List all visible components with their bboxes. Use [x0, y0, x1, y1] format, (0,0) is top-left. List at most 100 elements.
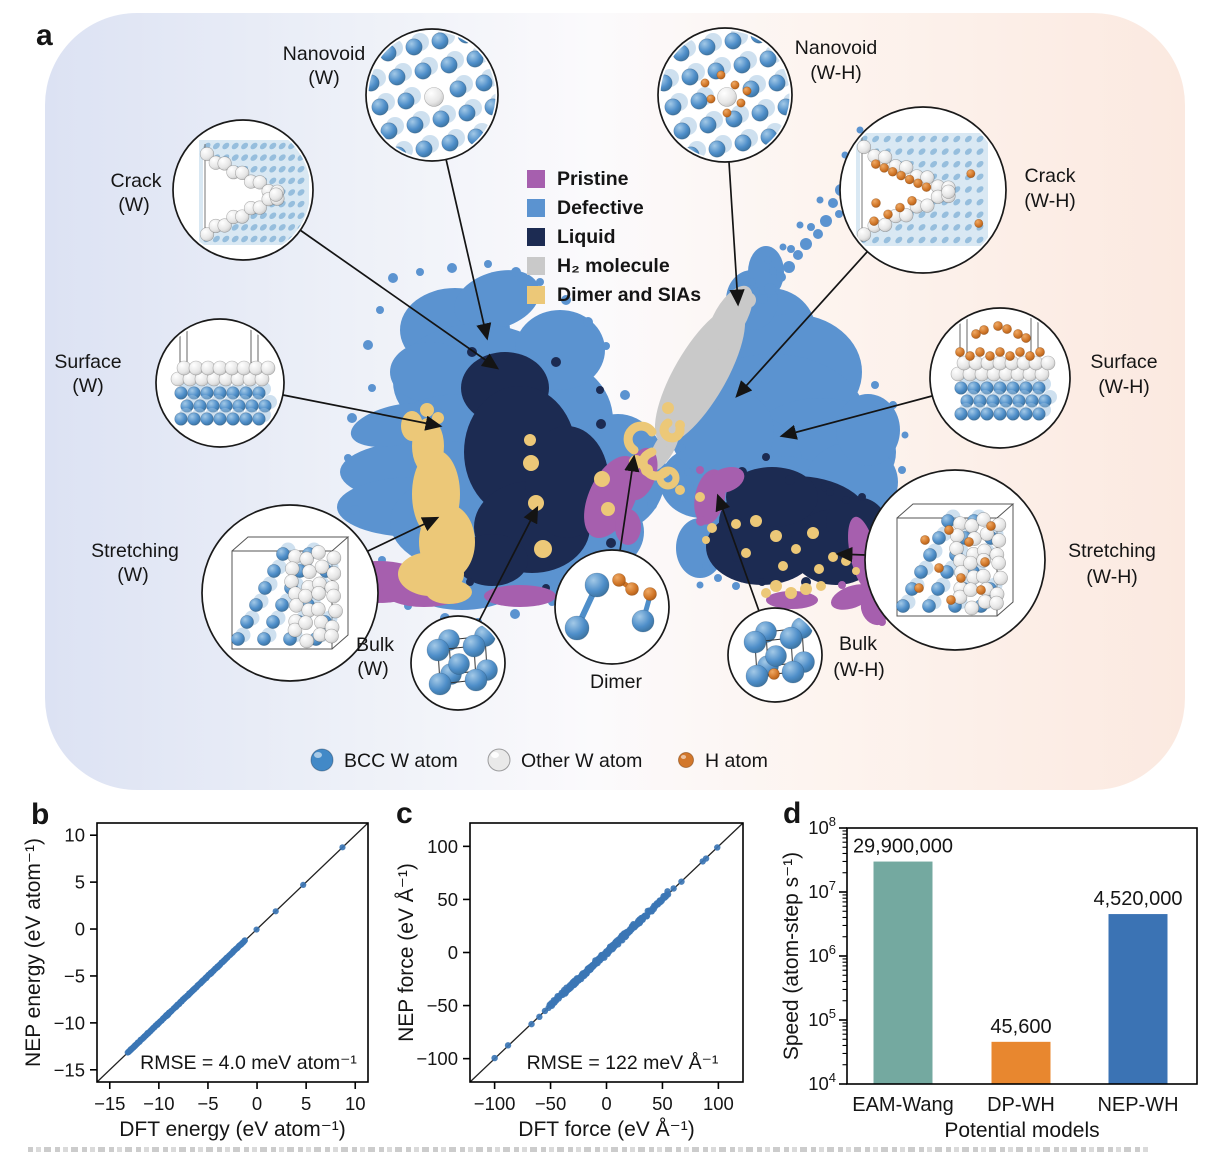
bcc-w-atom-icon	[310, 748, 334, 772]
panel-c-letter: c	[396, 797, 413, 830]
label-bulk-w-1: Bulk	[356, 634, 394, 656]
svg-text:5: 5	[75, 872, 85, 893]
callout-crack-wh-inset	[856, 133, 988, 246]
label-stretching-wh-2: (W-H)	[1086, 566, 1138, 588]
svg-text:−10: −10	[54, 1012, 85, 1033]
bcc-w-atom-label: BCC W atom	[344, 750, 458, 772]
callout-surface-w-circle	[155, 318, 285, 448]
svg-text:100: 100	[703, 1093, 734, 1114]
legend-label-dimer-sias: Dimer and SIAs	[557, 284, 701, 306]
callout-stretching-wh-inset	[896, 503, 1015, 617]
legend-swatch-defective	[527, 199, 545, 217]
speed-bar-chart: 104 105 106 107 108 29,900,000 EAM-Wang 45,600 D…	[780, 814, 1198, 1142]
label-nanovoid-wh-1: Nanovoid	[795, 37, 877, 59]
other-w-atom-icon	[487, 748, 511, 772]
svg-text:108: 108	[808, 814, 836, 838]
callout-bulk-wh-inset	[743, 617, 815, 688]
legend-swatch-dimer-sias	[527, 286, 545, 304]
callout-bulk-w-circle	[410, 615, 506, 711]
svg-text:10: 10	[345, 1093, 366, 1114]
svg-text:NEP-WH: NEP-WH	[1097, 1094, 1178, 1116]
panel-a-letter: a	[36, 19, 53, 52]
label-stretching-w-1: Stretching	[91, 540, 179, 562]
svg-text:Speed (atom-step s⁻¹): Speed (atom-step s⁻¹)	[780, 852, 803, 1060]
callout-surface-wh-circle	[929, 307, 1071, 449]
svg-text:50: 50	[652, 1093, 673, 1114]
label-nanovoid-w-2: (W)	[308, 67, 339, 89]
svg-text:−5: −5	[197, 1093, 218, 1114]
label-stretching-w-2: (W)	[117, 564, 148, 586]
parity-plot-force: −100 −50 0 50 100 100 50 0 −50 −100 RMSE = 122 meV…	[395, 822, 744, 1141]
svg-text:100: 100	[427, 836, 458, 857]
svg-text:45,600: 45,600	[990, 1016, 1051, 1038]
label-bulk-wh-2: (W-H)	[833, 659, 885, 681]
svg-text:−15: −15	[94, 1093, 125, 1114]
legend-label-pristine: Pristine	[557, 168, 629, 190]
svg-text:NEP energy (eV atom⁻¹): NEP energy (eV atom⁻¹)	[22, 838, 45, 1067]
svg-text:−50: −50	[535, 1093, 566, 1114]
cropped-caption-line	[28, 1147, 1148, 1152]
legend-swatch-pristine	[527, 170, 545, 188]
svg-text:−100: −100	[474, 1093, 516, 1114]
label-dimer: Dimer	[590, 671, 643, 693]
legend-label-liquid: Liquid	[557, 226, 615, 248]
callout-stretching-w-circle	[201, 504, 379, 682]
category-legend: Pristine Defective Liquid H₂ molecule Di…	[527, 168, 701, 306]
callout-arrows	[282, 158, 933, 622]
bcc-w-atom-highlight	[314, 752, 322, 758]
label-surface-wh-1: Surface	[1090, 351, 1157, 373]
svg-text:DFT force (eV Å⁻¹): DFT force (eV Å⁻¹)	[518, 1118, 694, 1141]
h-atom-icon	[678, 752, 694, 768]
svg-text:NEP force (eV Å⁻¹): NEP force (eV Å⁻¹)	[395, 863, 418, 1042]
callout-surface-w-inset	[170, 321, 277, 426]
svg-text:RMSE = 122 meV Å⁻¹: RMSE = 122 meV Å⁻¹	[527, 1051, 719, 1074]
svg-text:105: 105	[808, 1006, 836, 1030]
panel-d-letter: d	[783, 797, 801, 830]
svg-text:0: 0	[252, 1093, 262, 1114]
svg-text:107: 107	[808, 878, 836, 902]
callout-dimer-circle	[554, 549, 670, 665]
label-bulk-w-2: (W)	[357, 658, 388, 680]
svg-text:0: 0	[448, 942, 458, 963]
svg-text:−100: −100	[416, 1048, 458, 1069]
callout-stretching-wh-circle	[864, 469, 1046, 651]
callout-bulk-wh-circle	[727, 607, 823, 703]
svg-text:DFT energy (eV atom⁻¹): DFT energy (eV atom⁻¹)	[119, 1118, 346, 1141]
atom-legend: BCC W atom Other W atom H atom	[310, 748, 768, 772]
svg-text:106: 106	[808, 942, 836, 966]
svg-text:0: 0	[601, 1093, 611, 1114]
label-surface-wh-2: (W-H)	[1098, 376, 1150, 398]
callout-stretching-w-inset	[231, 536, 350, 650]
legend-swatch-liquid	[527, 228, 545, 246]
callout-nanovoid-wh-circle	[657, 27, 793, 163]
parity-plot-energy: −15 −10 −5 0 5 10 10 5 0 −5 −10 −15 RMSE = 4.0 meV a…	[22, 822, 369, 1141]
svg-text:50: 50	[437, 889, 458, 910]
svg-text:4,520,000: 4,520,000	[1094, 888, 1183, 910]
callout-nanovoid-w-circle	[365, 28, 499, 162]
svg-text:−50: −50	[427, 995, 458, 1016]
legend-label-h2: H₂ molecule	[557, 255, 670, 277]
other-w-atom-highlight	[491, 752, 499, 758]
label-surface-w-2: (W)	[72, 375, 103, 397]
h-atom-highlight	[680, 755, 687, 759]
svg-text:−5: −5	[64, 965, 85, 986]
callout-dimer-inset	[564, 572, 657, 641]
callout-crack-wh-circle	[839, 106, 1007, 274]
svg-text:RMSE = 4.0 meV atom⁻¹: RMSE = 4.0 meV atom⁻¹	[140, 1052, 357, 1074]
legend-swatch-h2	[527, 257, 545, 275]
svg-text:EAM-Wang: EAM-Wang	[852, 1094, 954, 1116]
callout-bulk-w-inset	[426, 625, 498, 696]
callout-crack-w-circle	[172, 119, 314, 261]
svg-text:0: 0	[75, 919, 85, 940]
label-nanovoid-wh-2: (W-H)	[810, 62, 862, 84]
svg-text:104: 104	[808, 1070, 836, 1094]
other-w-atom-label: Other W atom	[521, 750, 642, 772]
panel-b-letter: b	[31, 798, 49, 831]
label-crack-wh-2: (W-H)	[1024, 190, 1076, 212]
label-crack-wh-1: Crack	[1025, 165, 1076, 187]
svg-text:10: 10	[64, 825, 85, 846]
svg-text:−15: −15	[54, 1059, 85, 1080]
svg-text:29,900,000: 29,900,000	[853, 836, 953, 858]
